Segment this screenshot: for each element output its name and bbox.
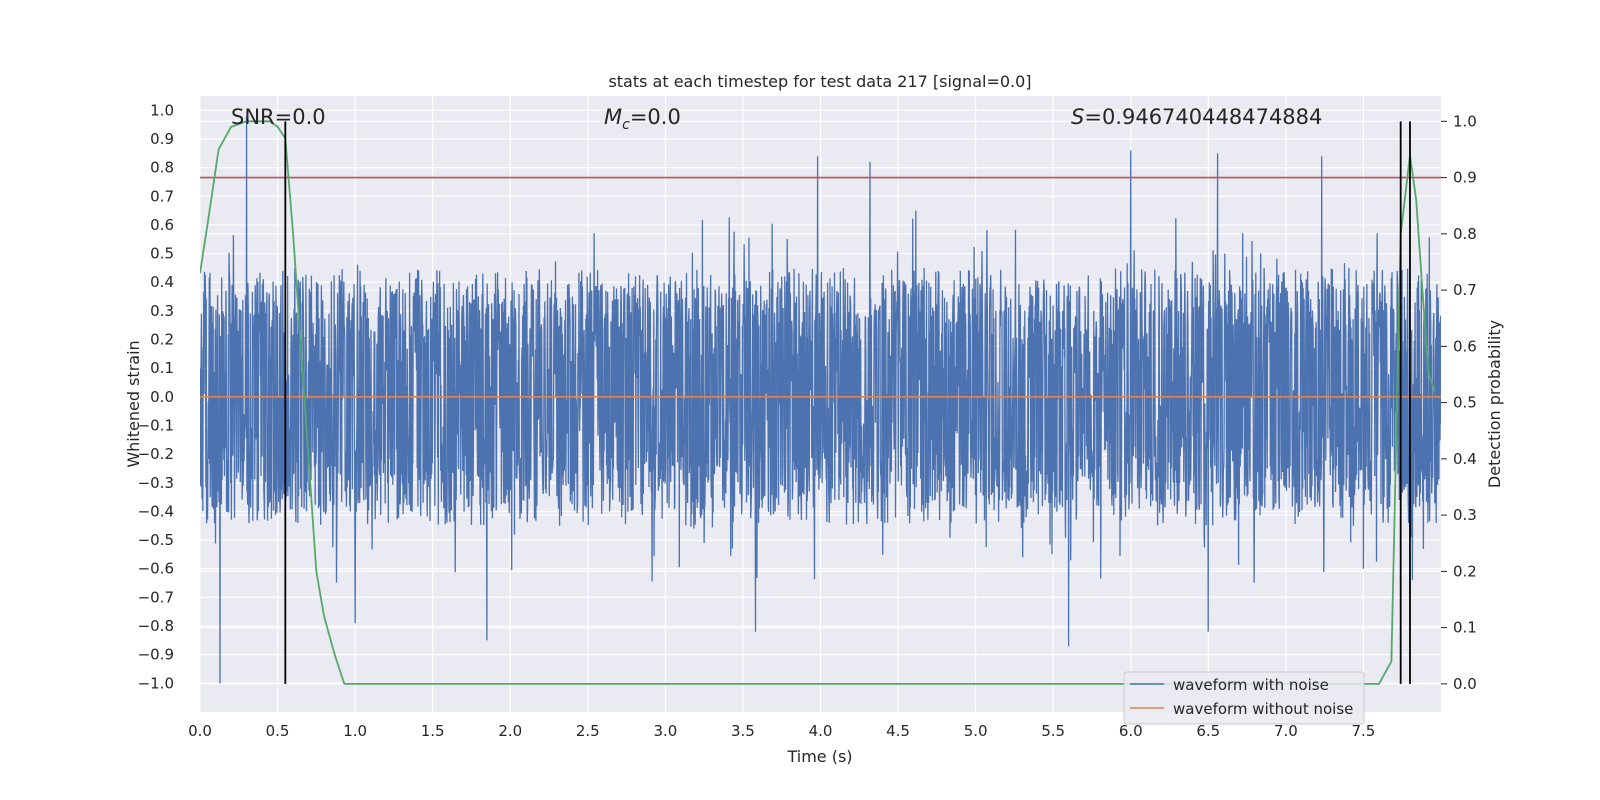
y2-tick-label: 0.9 [1453,169,1477,187]
y2-axis-label: Detection probability [1485,320,1504,488]
legend-label-clean: waveform without noise [1173,700,1353,718]
y2-tick-label: 0.8 [1453,225,1477,243]
y2-tick-label: 0.4 [1453,450,1477,468]
y2-tick-label: 0.5 [1453,394,1477,412]
x-tick-label: 2.5 [576,722,600,740]
y-tick-label: 0.0 [150,388,174,406]
ticks: 0.0 0.5 1.0 1.5 2.0 2.5 3.0 3.5 4.0 4.5 5.0 5.5 6.0 6… [138,101,1477,740]
y-tick-label: 0.5 [150,245,174,263]
x-tick-label: 1.5 [421,722,445,740]
legend-box [1123,671,1365,725]
y-tick-label: 1.0 [150,101,174,119]
chart-title: stats at each timestep for test data 217… [608,72,1031,91]
y-tick-label: −1.0 [138,674,174,692]
x-tick-label: 4.5 [886,722,910,740]
y2-tick-label: 0.3 [1453,506,1477,524]
x-tick-label: 3.5 [731,722,755,740]
y2-tick-label: 0.0 [1453,675,1477,693]
x-axis-label: Time (s) [786,747,852,766]
y-tick-label: 0.2 [150,331,174,349]
legend-label-noise: waveform with noise [1173,676,1329,694]
y-tick-label: 0.6 [150,216,174,234]
x-tick-label: 4.0 [809,722,833,740]
y-tick-label: −0.6 [138,560,174,578]
y-axis-label: Whitened strain [124,340,143,467]
y-tick-label: −0.7 [138,588,174,606]
y-tick-label: −0.2 [138,445,174,463]
y2-tick-label: 0.1 [1453,619,1477,637]
snr-annotation: SNR=0.0 [231,105,326,129]
plot-marks [200,116,1441,685]
s-symbol: S [1071,105,1084,129]
x-tick-label: 7.5 [1352,722,1376,740]
y2-tick-label: 0.2 [1453,562,1477,580]
x-tick-label: 5.0 [964,722,988,740]
chirp-mass-annotation: Mc=0.0 [604,105,681,133]
x-tick-label: 0.0 [188,722,212,740]
y2-tick-label: 0.6 [1453,337,1477,355]
y-tick-label: 0.7 [150,187,174,205]
x-tick-label: 7.0 [1274,722,1298,740]
x-tick-label: 0.5 [266,722,290,740]
y-tick-label: 0.1 [150,359,174,377]
x-tick-label: 6.5 [1196,722,1220,740]
y-tick-label: 0.4 [150,273,174,291]
x-tick-label: 2.0 [498,722,522,740]
y-tick-label: −0.5 [138,531,174,549]
y2-tick-label: 1.0 [1453,112,1477,130]
y-tick-label: 0.3 [150,302,174,320]
y-tick-label: 0.8 [150,159,174,177]
x-tick-label: 1.0 [343,722,367,740]
x-tick-label: 6.0 [1119,722,1143,740]
chirp-mass-value: =0.0 [630,105,681,129]
x-tick-label: 5.5 [1041,722,1065,740]
y-tick-label: −0.8 [138,617,174,635]
s-value: =0.946740448474884 [1084,105,1322,129]
y-tick-label: −0.4 [138,502,174,520]
chirp-mass-symbol: M [604,105,622,129]
y2-tick-label: 0.7 [1453,281,1477,299]
y-tick-label: −0.9 [138,646,174,664]
y-tick-label: 0.9 [150,130,174,148]
s-annotation: S=0.946740448474884 [1071,105,1322,129]
y-tick-label: −0.1 [138,416,174,434]
x-tick-label: 3.0 [653,722,677,740]
y-tick-label: −0.3 [138,474,174,492]
series-detection-probability [200,120,1436,685]
chirp-mass-subscript: c [622,117,630,133]
legend: waveform with noise waveform without noi… [1123,671,1365,725]
